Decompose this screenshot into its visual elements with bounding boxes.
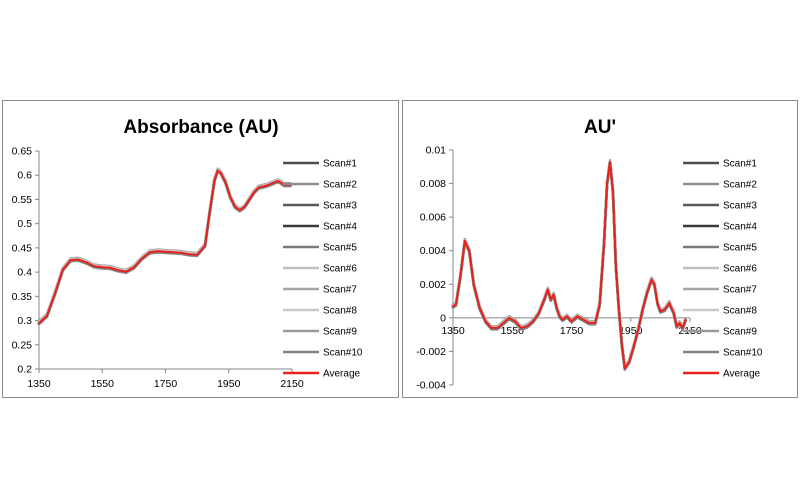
y-tick-label: 0.4: [17, 267, 32, 279]
y-tick-label: 0.002: [420, 279, 446, 291]
series-line-average: [38, 169, 292, 324]
absorbance-chart: Absorbance (AU) 0.2 0.25 0.3 0.35 0.4 0.45 0.5 0…: [12, 117, 363, 390]
legend-label: Scan#10: [723, 348, 763, 359]
y-tick-label: 0.25: [12, 339, 33, 351]
y-tick-label: 0.3: [17, 315, 32, 327]
y-tick-label: 0.006: [420, 212, 446, 224]
legend-label: Scan#4: [323, 222, 357, 233]
legend-label: Scan#2: [323, 180, 357, 191]
legend-label: Scan#4: [723, 222, 757, 233]
series-line-scan4: [451, 160, 687, 370]
legend-label: Scan#3: [723, 201, 757, 212]
legend-label: Scan#6: [323, 264, 357, 275]
legend-label: Scan#10: [323, 348, 363, 359]
derivative-chart: AU' -0.004 -0.002 0 0.002 0.004 0.006 0.008 0.01…: [416, 117, 763, 392]
x-tick-label: 1350: [441, 325, 465, 337]
legend-label: Scan#8: [323, 306, 357, 317]
legend-label: Scan#8: [723, 306, 757, 317]
series-line-scan9: [451, 161, 687, 371]
y-tick-label: 0.6: [17, 170, 32, 182]
legend-label: Scan#3: [323, 201, 357, 212]
legend-label: Scan#1: [723, 159, 757, 170]
chart-title: AU': [584, 117, 616, 138]
legend-label: Scan#5: [723, 243, 757, 254]
chart-title: Absorbance (AU): [123, 117, 278, 138]
legend-label: Scan#9: [723, 327, 757, 338]
y-tick-label: 0.65: [12, 146, 33, 158]
legend-label: Scan#2: [723, 180, 757, 191]
x-tick-label: 2150: [280, 378, 304, 390]
y-tick-label: 0.2: [17, 364, 32, 376]
series-line-scan7: [451, 161, 687, 371]
legend-label: Scan#9: [323, 327, 357, 338]
y-tick-label: 0.45: [12, 242, 33, 254]
legend-label: Scan#6: [723, 264, 757, 275]
series-line-scan5: [451, 160, 687, 371]
x-tick-label: 1950: [217, 378, 241, 390]
x-tick-label: 1350: [27, 378, 51, 390]
legend-label: Scan#7: [723, 285, 757, 296]
x-tick-label: 1750: [154, 378, 178, 390]
series-line-average: [452, 160, 687, 370]
y-tick-label: -0.004: [416, 380, 446, 392]
y-tick-label: 0.35: [12, 291, 33, 303]
y-tick-label: 0.004: [420, 245, 446, 257]
y-tick-label: 0.5: [17, 218, 32, 230]
y-tick-label: 0.008: [420, 178, 446, 190]
legend-label: Average: [723, 369, 761, 380]
y-tick-label: -0.002: [416, 346, 446, 358]
derivative-chart-panel: AU' -0.004 -0.002 0 0.002 0.004 0.006 0.008 0.01…: [402, 100, 798, 398]
x-tick-label: 1550: [91, 378, 115, 390]
y-tick-label: 0: [440, 312, 446, 324]
legend-label: Scan#5: [323, 243, 357, 254]
absorbance-chart-panel: Absorbance (AU) 0.2 0.25 0.3 0.35 0.4 0.45 0.5 0…: [2, 100, 399, 398]
y-tick-label: 0.01: [426, 145, 447, 157]
series-line-scan10: [451, 161, 687, 371]
x-tick-label: 1750: [560, 325, 584, 337]
legend-label: Scan#7: [323, 285, 357, 296]
y-tick-label: 0.55: [12, 194, 33, 206]
legend-label: Average: [323, 369, 361, 380]
legend-label: Scan#1: [323, 159, 357, 170]
